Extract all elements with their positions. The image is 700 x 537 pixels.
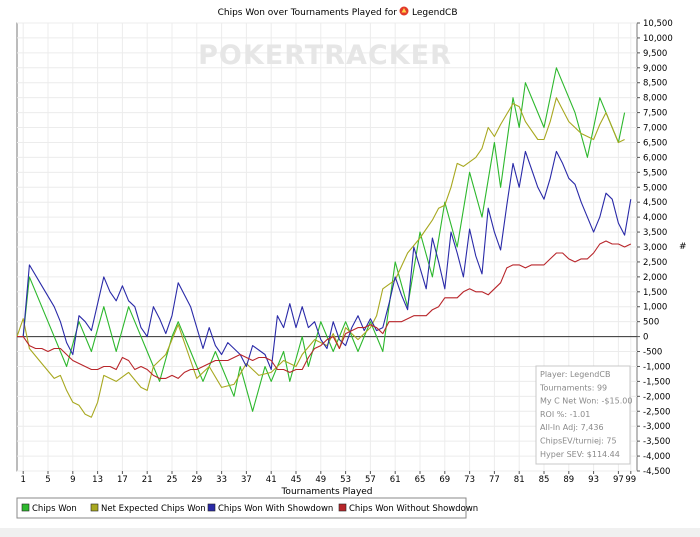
x-tick-label: 61 bbox=[390, 475, 401, 485]
y-tick-label: 2,000 bbox=[643, 273, 667, 283]
stats-line: ROI %: -1.01 bbox=[540, 410, 590, 419]
y-tick-label: -1,500 bbox=[643, 377, 670, 387]
y-tick-label: 10,500 bbox=[643, 19, 673, 29]
y-tick-label: 2,500 bbox=[643, 258, 667, 268]
stats-line: Hyper SEV: $114.44 bbox=[540, 450, 620, 459]
stats-line: My C Net Won: -$15.00 bbox=[540, 397, 632, 406]
y-tick-label: 9,000 bbox=[643, 64, 667, 74]
legend-label: Chips Won bbox=[32, 504, 77, 514]
legend-item: Chips Won Without Showdown bbox=[338, 503, 478, 514]
x-tick-label: 99 bbox=[625, 475, 636, 485]
y-tick-label: 7,000 bbox=[643, 124, 667, 134]
x-tick-label: 89 bbox=[563, 475, 574, 485]
legend-swatch bbox=[207, 503, 216, 512]
legend-item: Chips Won bbox=[21, 503, 77, 514]
x-tick-label: 65 bbox=[415, 475, 426, 485]
x-tick-label: 49 bbox=[315, 475, 326, 485]
y-tick-label: 5,500 bbox=[643, 168, 667, 178]
x-axis-label: Tournaments Played bbox=[280, 487, 372, 497]
x-tick-label: 25 bbox=[167, 475, 178, 485]
y-axis-label: # bbox=[679, 242, 687, 252]
chart-title-group: Chips Won over Tournaments Played for Leg… bbox=[218, 6, 458, 18]
x-tick-label: 9 bbox=[70, 475, 75, 485]
legend-swatch bbox=[90, 503, 99, 512]
x-tick-label: 93 bbox=[588, 475, 599, 485]
y-tick-label: 6,500 bbox=[643, 138, 667, 148]
stats-line: All-In Adj: 7,436 bbox=[540, 423, 604, 432]
series-line-chips-won-without-showdown bbox=[17, 240, 632, 379]
bottom-strip bbox=[0, 528, 700, 537]
legend: Chips Won Net Expected Chips Won Chips Won… bbox=[16, 497, 478, 519]
x-tick-label: 81 bbox=[514, 475, 525, 485]
y-tick-label: 5,000 bbox=[643, 183, 667, 193]
y-tick-label: -4,000 bbox=[643, 452, 670, 462]
y-tick-label: -3,000 bbox=[643, 422, 670, 432]
y-tick-label: -1,000 bbox=[643, 362, 670, 372]
x-tick-label: 73 bbox=[464, 475, 475, 485]
y-tick-label: 1,000 bbox=[643, 303, 667, 313]
x-tick-label: 17 bbox=[117, 475, 128, 485]
chart-title: Chips Won over Tournaments Played for bbox=[218, 8, 398, 18]
y-tick-label: 1,500 bbox=[643, 288, 667, 298]
stats-box: Player: LegendCB Tournaments: 99 My C Net … bbox=[535, 365, 632, 465]
x-tick-label: 5 bbox=[45, 475, 50, 485]
x-tick-label: 77 bbox=[489, 475, 500, 485]
legend-label: Chips Won Without Showdown bbox=[349, 504, 478, 514]
x-tick-label: 13 bbox=[92, 475, 103, 485]
y-tick-label: 500 bbox=[643, 318, 659, 328]
y-tick-label: 7,500 bbox=[643, 109, 667, 119]
legend-label: Net Expected Chips Won bbox=[101, 504, 206, 514]
x-tick-label: 85 bbox=[539, 475, 550, 485]
x-tick-label: 69 bbox=[439, 475, 450, 485]
x-tick-label: 1 bbox=[20, 475, 25, 485]
y-tick-label: 4,000 bbox=[643, 213, 667, 223]
stats-line: Player: LegendCB bbox=[540, 370, 610, 379]
series-line-chips-won bbox=[17, 67, 626, 412]
x-tick-label: 33 bbox=[216, 475, 227, 485]
legend-item: Chips Won With Showdown bbox=[207, 503, 333, 514]
legend-swatch bbox=[338, 503, 347, 512]
series-line-chips-won-with-showdown bbox=[17, 150, 632, 371]
stats-line: ChipsEV/turniej: 75 bbox=[540, 437, 617, 446]
chart-title-player: LegendCB bbox=[412, 8, 458, 18]
legend-label: Chips Won With Showdown bbox=[218, 504, 333, 514]
icon-star bbox=[401, 8, 407, 13]
pokerstars-icon bbox=[399, 6, 409, 16]
y-tick-label: -2,000 bbox=[643, 392, 670, 402]
y-tick-label: -500 bbox=[643, 348, 662, 358]
stats-line: Tournaments: 99 bbox=[539, 383, 607, 392]
x-tick-label: 53 bbox=[340, 475, 351, 485]
y-tick-label: 3,500 bbox=[643, 228, 667, 238]
y-tick-label: 4,500 bbox=[643, 198, 667, 208]
y-tick-label: -4,500 bbox=[643, 467, 670, 477]
y-tick-label: 8,000 bbox=[643, 94, 667, 104]
x-tick-label: 37 bbox=[241, 475, 252, 485]
legend-swatch bbox=[21, 503, 30, 512]
legend-item: Net Expected Chips Won bbox=[90, 503, 206, 514]
stats-box-frame bbox=[535, 365, 631, 465]
y-tick-label: 6,000 bbox=[643, 153, 667, 163]
watermark-logo: POKERTRACKER bbox=[198, 40, 452, 71]
x-tick-label: 57 bbox=[365, 475, 376, 485]
series-line-net-expected-chips-won bbox=[16, 97, 625, 418]
y-tick-label: 0 bbox=[643, 333, 648, 343]
y-tick-label: -2,500 bbox=[643, 407, 670, 417]
y-tick-label: 8,500 bbox=[643, 79, 667, 89]
x-tick-label: 97 bbox=[613, 475, 624, 485]
x-tick-label: 21 bbox=[142, 475, 153, 485]
y-tick-label: 9,500 bbox=[643, 49, 667, 59]
legend-frame bbox=[16, 497, 467, 519]
y-tick-label: 3,000 bbox=[643, 243, 667, 253]
x-tick-label: 29 bbox=[191, 475, 202, 485]
y-tick-label: 10,000 bbox=[643, 34, 673, 44]
x-tick-label: 45 bbox=[291, 475, 302, 485]
x-tick-label: 41 bbox=[266, 475, 277, 485]
y-tick-label: -3,500 bbox=[643, 437, 670, 447]
